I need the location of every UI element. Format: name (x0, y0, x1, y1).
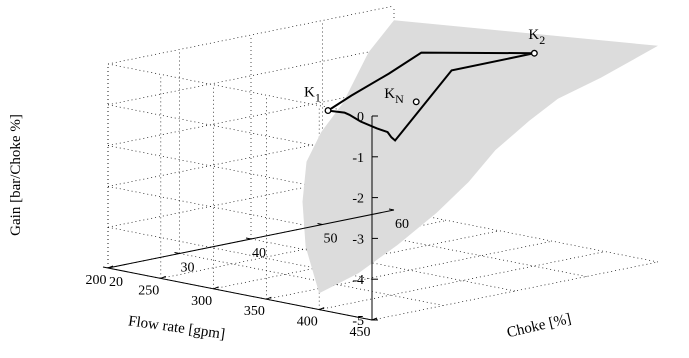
x-tick-label: 40 (252, 246, 266, 261)
gain-point-label: K1 (304, 85, 321, 105)
z-tick-label: -4 (352, 273, 364, 288)
y-axis-label: Flow rate [gpm] (127, 313, 226, 342)
operating-region-boundary (325, 51, 535, 142)
x-axis-label: Choke [%] (505, 311, 572, 341)
z-tick-label: 0 (357, 110, 364, 125)
z-gridline (107, 46, 395, 106)
z-tick-label: -2 (352, 192, 364, 207)
y-gridline (319, 251, 606, 310)
z-gridline (107, 168, 395, 228)
x-tick-label: 50 (324, 232, 338, 247)
y-axis-line (107, 267, 373, 321)
gain-points: KN K1 K2 (304, 27, 545, 115)
z-tick-label: -5 (352, 314, 364, 329)
gain-point-marker (324, 107, 332, 115)
z-gridline (107, 5, 395, 65)
axis-layer (102, 115, 395, 321)
y-tick-mark (160, 275, 166, 279)
gain-point-marker (412, 98, 420, 106)
y-tick-label: 400 (297, 315, 318, 330)
gain-point-label: K2 (528, 27, 545, 47)
y-tick-mark (371, 317, 378, 321)
x-tick-mark (245, 237, 252, 240)
y-tick-label: 200 (86, 273, 107, 288)
x-gridline (250, 238, 516, 292)
y-tick-mark (266, 296, 272, 300)
z-axis-label: Gain [bar/Choke %] (8, 114, 24, 236)
gain-point-label: KN (384, 86, 404, 106)
x-tick-label: 30 (181, 261, 195, 276)
gain-surface (302, 20, 658, 294)
x-tick-label: 60 (395, 217, 409, 232)
x-gridline (179, 253, 444, 306)
z-gridline (107, 87, 395, 146)
y-tick-mark (213, 286, 219, 290)
y-tick-mark (107, 265, 114, 269)
x-tick-mark (388, 208, 395, 211)
x-tick-label: 20 (109, 275, 123, 290)
gain-point-marker (530, 49, 538, 57)
y-tick-label: 450 (350, 325, 371, 340)
y-gridline (213, 230, 500, 290)
y-tick-mark (319, 307, 325, 311)
tick-labels: 0 -1 -2 -3 -4 -5 200 250 300 350 400 450 20 30 40 50 60 (86, 110, 410, 340)
x-tick-mark (317, 223, 323, 225)
x-gridline (393, 209, 659, 263)
y-tick-label: 350 (244, 304, 265, 319)
z-tick-label: -3 (352, 232, 364, 247)
x-tick-mark (102, 266, 109, 269)
y-tick-label: 300 (191, 294, 212, 309)
z-gridline (107, 128, 395, 187)
y-gridline (160, 220, 447, 279)
y-gridline (371, 261, 659, 321)
x-tick-mark (174, 252, 180, 254)
z-tick-label: -1 (352, 151, 364, 166)
y-gridline (266, 240, 553, 300)
y-tick-label: 250 (138, 283, 159, 298)
